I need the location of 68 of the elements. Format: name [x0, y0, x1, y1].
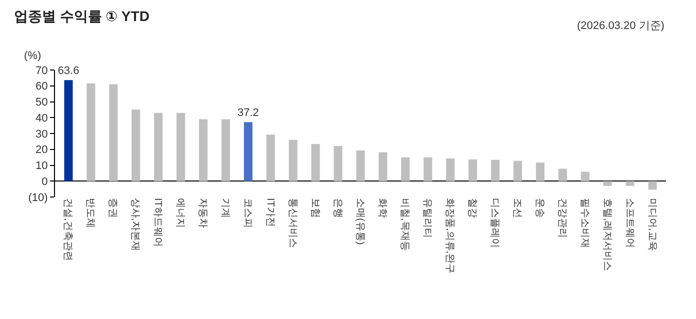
bar	[132, 110, 140, 182]
y-tick-label: (10)	[28, 192, 48, 204]
x-tick-label: 화학	[376, 198, 388, 218]
bar	[244, 122, 252, 182]
bar	[603, 181, 612, 186]
y-tick-label: 50	[36, 96, 48, 109]
bar	[109, 84, 118, 182]
x-tick-label: 디스플레이	[489, 198, 500, 248]
bar	[468, 159, 478, 182]
bar	[64, 80, 73, 182]
data-label: 63.6	[58, 65, 80, 78]
bar	[356, 150, 365, 182]
x-tick-label: 조선	[511, 198, 522, 218]
x-tick-label: 통신서비스	[286, 198, 298, 248]
bar	[446, 158, 455, 182]
bar	[536, 162, 544, 182]
x-tick-label: IT하드웨어	[152, 198, 164, 247]
bar	[580, 172, 590, 182]
chart-title: 업종별 수익률 ① YTD	[14, 8, 150, 24]
bar	[334, 146, 342, 182]
x-tick-label: 자동차	[197, 198, 208, 228]
bar	[648, 181, 657, 190]
bar	[154, 112, 163, 182]
chart-subtitle: (2026.03.20 기준)	[577, 20, 664, 32]
data-label: 37.2	[237, 107, 259, 120]
bar	[176, 112, 186, 182]
x-tick-label: 보험	[309, 198, 320, 218]
bar	[378, 152, 388, 182]
bar	[424, 157, 432, 182]
x-tick-label: 철강	[466, 198, 478, 218]
y-tick-label: 30	[36, 128, 48, 140]
bar	[491, 160, 500, 182]
bar	[626, 181, 634, 186]
bar	[288, 140, 298, 182]
bar	[266, 134, 275, 182]
y-tick-label: 0	[42, 176, 48, 188]
x-tick-label: 미디어,교육	[646, 198, 658, 251]
y-tick-label: 20	[36, 144, 48, 156]
y-tick-label: 10	[36, 160, 48, 172]
x-tick-label: 화장품,의류,완구	[444, 198, 456, 274]
x-tick-label: 소프트웨어	[624, 198, 635, 248]
x-tick-label: 상사,자본재	[130, 198, 141, 251]
x-tick-label: 비철,목재등	[399, 198, 410, 251]
bar	[558, 168, 567, 182]
bar	[86, 83, 96, 182]
x-tick-label: 기계	[219, 198, 230, 218]
x-tick-label: IT가전	[264, 198, 276, 227]
y-tick-label: 70	[36, 64, 48, 77]
x-tick-label: 운송	[534, 198, 545, 218]
bar	[401, 157, 410, 182]
x-tick-label: 건강관리	[556, 198, 568, 238]
bar	[221, 119, 230, 182]
x-tick-label: 반도체	[84, 198, 96, 228]
x-tick-label: 에너지	[174, 198, 186, 228]
x-tick-label: 건설,건축관련	[62, 198, 74, 261]
y-tick-label: 60	[36, 80, 48, 93]
x-tick-label: 호텔,레저서비스	[601, 198, 612, 271]
x-tick-label: 필수소비재	[578, 198, 590, 248]
bar	[198, 119, 208, 182]
y-axis-title: (%)	[24, 50, 42, 62]
y-tick-label: 40	[36, 112, 48, 124]
x-tick-label: 증권	[107, 198, 118, 218]
x-tick-label: 코스피	[242, 198, 253, 228]
bar	[513, 160, 522, 182]
bar	[311, 144, 320, 182]
x-tick-label: 유틸리티	[422, 198, 433, 238]
x-tick-label: 은행	[332, 198, 343, 218]
x-tick-label: 소매(유통)	[354, 198, 366, 245]
